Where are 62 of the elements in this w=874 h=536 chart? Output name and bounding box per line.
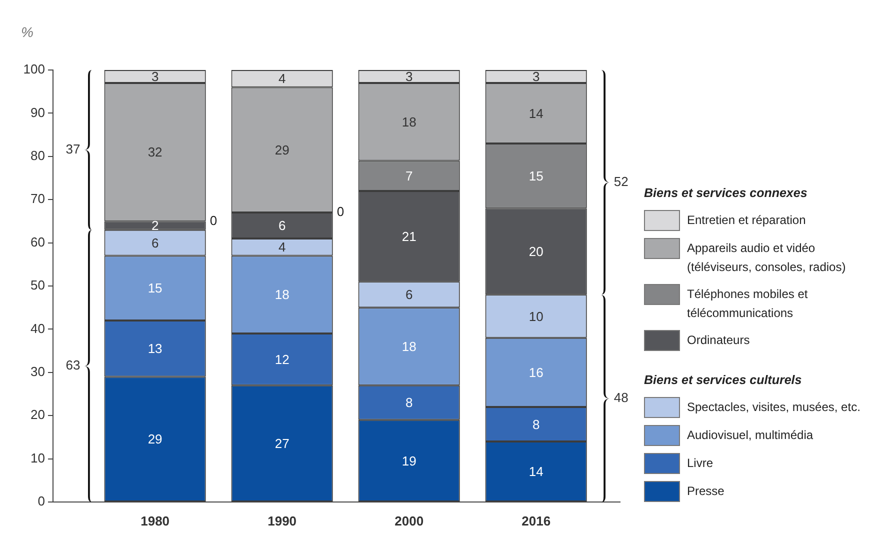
data-label: 29 bbox=[274, 142, 290, 158]
data-label: 21 bbox=[402, 228, 416, 244]
data-label: 3 bbox=[405, 69, 413, 84]
y-tick-label: 70 bbox=[30, 191, 45, 206]
data-label: 2 bbox=[151, 218, 159, 234]
legend-label: Téléphones mobiles et télécommunications bbox=[687, 286, 809, 322]
data-label: 18 bbox=[402, 114, 416, 130]
data-label: 4 bbox=[278, 71, 286, 86]
x-tick-label: 1990 bbox=[268, 513, 297, 528]
x-tick-label: 2016 bbox=[522, 513, 551, 528]
y-tick-label: 40 bbox=[30, 320, 45, 336]
y-tick-label: 20 bbox=[30, 407, 45, 422]
y-tick-label: 80 bbox=[30, 148, 45, 163]
data-label: 19 bbox=[402, 453, 416, 468]
x-tick-label: 1980 bbox=[140, 513, 170, 528]
annotation: 52 bbox=[614, 174, 628, 189]
y-tick-label: 100 bbox=[23, 62, 45, 77]
legend-label: Appareils audio et vidéo (téléviseurs, consoles, radios) bbox=[687, 240, 847, 276]
legend-label: Livre bbox=[687, 455, 714, 472]
data-label: 6 bbox=[278, 218, 286, 234]
data-label: 18 bbox=[402, 339, 416, 354]
y-tick-label: 60 bbox=[30, 234, 45, 250]
y-tick-label: 0 bbox=[38, 494, 45, 509]
data-label: 13 bbox=[148, 341, 162, 356]
text: Biens et services culturels bbox=[644, 372, 803, 388]
data-label: 20 bbox=[528, 244, 544, 260]
y-axis-title: % bbox=[21, 24, 34, 40]
annotation: 0 bbox=[210, 212, 218, 228]
data-label: 6 bbox=[405, 287, 413, 302]
legend-label: Audiovisuel, multimédia bbox=[687, 427, 814, 444]
data-label: 12 bbox=[274, 352, 290, 368]
data-label: 29 bbox=[148, 432, 162, 447]
y-tick-label: 50 bbox=[30, 278, 45, 293]
annotation: 48 bbox=[614, 390, 628, 405]
data-label: 16 bbox=[528, 364, 544, 380]
legend-label: Spectacles, visites, musées, etc. bbox=[687, 399, 860, 416]
data-label: 15 bbox=[148, 280, 162, 296]
data-label: 18 bbox=[274, 287, 290, 302]
data-label: 10 bbox=[528, 308, 544, 324]
data-label: 15 bbox=[528, 168, 544, 184]
text: Biens et services connexes bbox=[644, 185, 808, 201]
data-label: 7 bbox=[405, 168, 413, 184]
legend-label: Entretien et réparation bbox=[687, 212, 806, 229]
y-tick-label: 10 bbox=[30, 450, 45, 466]
x-tick-label: 2000 bbox=[394, 513, 424, 528]
data-label: 14 bbox=[528, 464, 544, 480]
data-label: 3 bbox=[151, 69, 159, 84]
y-tick-label: 90 bbox=[30, 104, 45, 120]
legend-label: Ordinateurs bbox=[687, 332, 750, 349]
data-label: 8 bbox=[532, 416, 540, 432]
annotation: 63 bbox=[66, 358, 80, 372]
annotation: 0 bbox=[336, 204, 344, 220]
legend-label: Presse bbox=[687, 483, 724, 500]
data-label: 3 bbox=[532, 69, 540, 84]
data-label: 8 bbox=[405, 395, 413, 410]
data-label: 4 bbox=[278, 240, 286, 255]
data-label: 14 bbox=[528, 106, 544, 121]
data-label: 32 bbox=[148, 144, 162, 160]
data-label: 27 bbox=[274, 436, 290, 452]
y-tick-label: 30 bbox=[30, 364, 45, 379]
annotation: 37 bbox=[66, 142, 80, 156]
data-label: 6 bbox=[151, 235, 159, 250]
